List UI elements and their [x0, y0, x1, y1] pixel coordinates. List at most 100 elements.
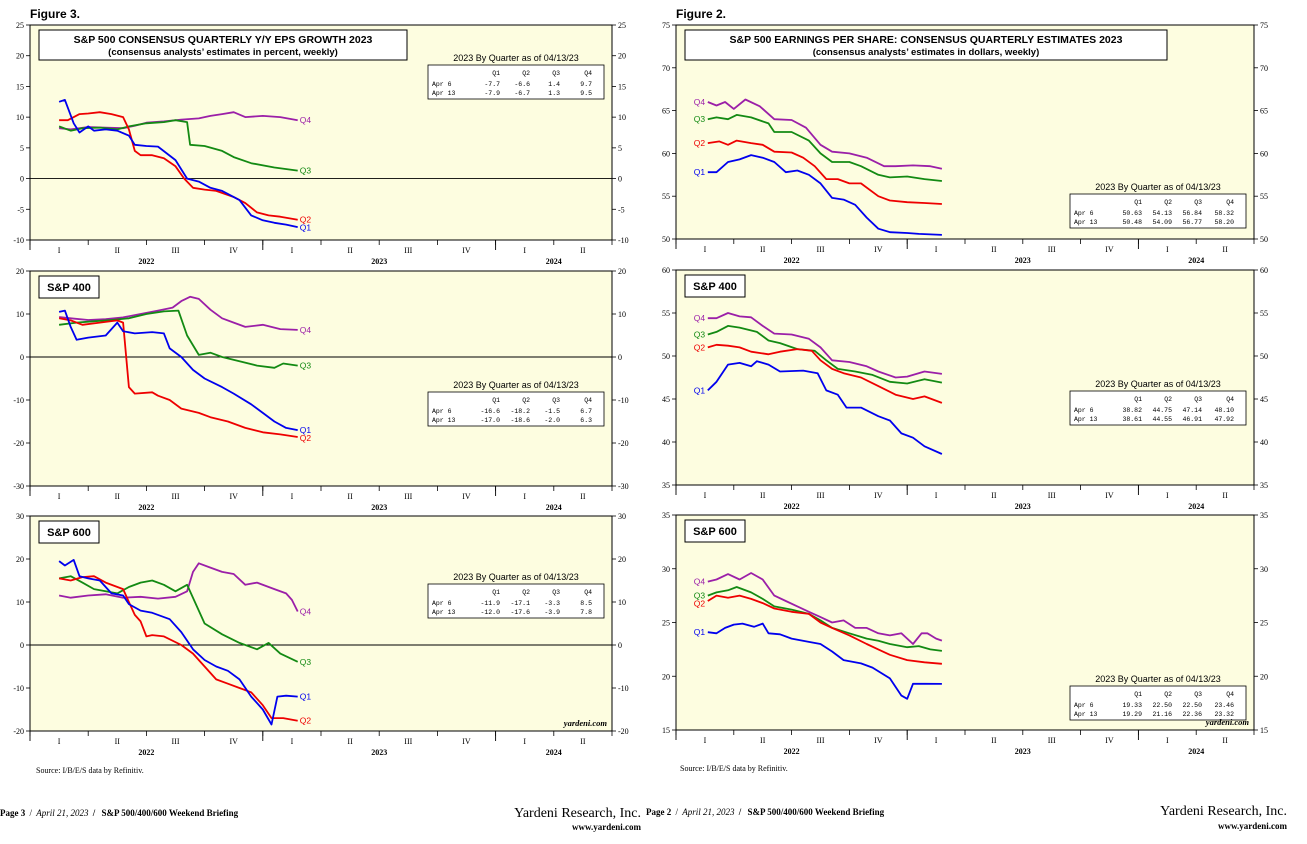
x-tick-label: IV — [462, 246, 471, 255]
x-tick-label: IV — [229, 737, 238, 746]
series-line-q1 — [58, 559, 298, 726]
x-tick-label: I — [935, 245, 938, 254]
series-label-q1: Q1 — [300, 425, 312, 435]
y-tick-label-right: 35 — [1260, 481, 1268, 490]
chart-title: S&P 600 — [47, 527, 91, 539]
y-tick-label-left: 10 — [16, 310, 24, 319]
year-label: 2022 — [784, 256, 800, 265]
footer-right-sep2: / — [738, 807, 742, 817]
table-cell: 1.3 — [548, 90, 560, 97]
y-tick-label-left: 35 — [662, 511, 670, 520]
x-tick-label: III — [404, 737, 412, 746]
x-tick-label: IV — [1105, 736, 1114, 745]
series-line-q1 — [707, 622, 942, 700]
y-tick-label-left: 25 — [662, 619, 670, 628]
table-row-label: Apr 13 — [1074, 219, 1098, 226]
y-tick-label-left: 70 — [662, 64, 670, 73]
x-tick-label: I — [1166, 736, 1169, 745]
table-col-header: Q1 — [492, 589, 500, 596]
y-tick-label-left: 60 — [662, 266, 670, 275]
footer-left-date: April 21, 2023 — [35, 808, 89, 818]
table-col-header: Q1 — [1134, 691, 1142, 698]
year-label: 2024 — [1188, 256, 1204, 265]
footer-right-briefing: Page 2 / April 21, 2023 / S&P 500/400/60… — [646, 807, 885, 817]
series-line-q3 — [58, 119, 298, 172]
x-tick-label: I — [704, 245, 707, 254]
table-row-label: Apr 13 — [432, 90, 456, 97]
y-tick-label-left: 50 — [662, 352, 670, 361]
footer-right-firm: Yardeni Research, Inc. — [1160, 804, 1287, 819]
table-col-header: Q4 — [1226, 691, 1234, 698]
x-tick-label: III — [172, 737, 180, 746]
series-line-q2 — [707, 343, 943, 404]
x-tick-label: I — [704, 736, 707, 745]
chart-title: S&P 500 CONSENSUS QUARTERLY Y/Y EPS GROW… — [74, 34, 373, 46]
year-label: 2024 — [1188, 502, 1204, 511]
x-tick-label: I — [935, 491, 938, 500]
y-tick-label-left: -10 — [13, 236, 24, 245]
y-tick-label-left: 20 — [16, 52, 24, 61]
footer-left-briefing: Page 3 / April 21, 2023 / S&P 500/400/60… — [0, 808, 239, 818]
table-row-label: Apr 6 — [1074, 702, 1094, 709]
x-tick-label: II — [580, 737, 586, 746]
year-label: 2024 — [546, 748, 562, 757]
x-tick-label: III — [404, 492, 412, 501]
x-tick-label: I — [935, 736, 938, 745]
source-note-left: Source: I/B/E/S data by Refinitiv. — [36, 766, 144, 775]
series-line-q4 — [707, 98, 943, 170]
y-tick-label-right: -10 — [618, 236, 629, 245]
series-label-q2: Q2 — [694, 138, 706, 148]
series-line-q1 — [58, 99, 298, 228]
series-label-q2: Q2 — [694, 342, 706, 352]
x-tick-label: II — [347, 246, 353, 255]
series-label-q2: Q2 — [300, 215, 312, 225]
y-tick-label-right: 50 — [1260, 352, 1268, 361]
series-line-q1 — [58, 309, 298, 431]
series-label-q2: Q2 — [300, 716, 312, 726]
y-tick-label-right: 45 — [1260, 395, 1268, 404]
table-cell: -17.0 — [480, 417, 500, 424]
table-cell: -16.6 — [480, 408, 500, 415]
y-tick-label-left: 35 — [662, 481, 670, 490]
x-tick-label: IV — [1105, 245, 1114, 254]
y-tick-label-left: 40 — [662, 438, 670, 447]
x-tick-label: I — [58, 246, 61, 255]
table-cell: 48.10 — [1214, 407, 1234, 414]
table-cell: 38.82 — [1122, 407, 1142, 414]
y-tick-label-right: 25 — [618, 21, 626, 30]
x-tick-label: III — [817, 491, 825, 500]
x-tick-label: II — [1222, 245, 1228, 254]
year-label: 2023 — [371, 748, 387, 757]
table-cell: 58.32 — [1214, 210, 1234, 217]
table-heading: 2023 By Quarter as of 04/13/23 — [1095, 182, 1221, 192]
table-cell: -17.1 — [510, 600, 530, 607]
footer-left-firm: Yardeni Research, Inc. — [514, 806, 641, 821]
table-cell: 1.4 — [548, 81, 560, 88]
table-row-label: Apr 13 — [432, 417, 456, 424]
y-tick-label-left: 30 — [662, 565, 670, 574]
series-line-q1 — [707, 360, 943, 455]
series-line-q2 — [59, 111, 298, 221]
plot-area — [675, 269, 1255, 486]
y-tick-label-left: 5 — [20, 144, 24, 153]
x-tick-label: I — [291, 737, 294, 746]
table-row-label: Apr 6 — [1074, 407, 1094, 414]
table-cell: -1.5 — [544, 408, 560, 415]
series-label-q4: Q4 — [300, 115, 312, 125]
series-line-q3 — [58, 575, 299, 663]
table-col-header: Q4 — [1226, 396, 1234, 403]
table-cell: -18.2 — [510, 408, 530, 415]
series-line-q3 — [707, 586, 943, 652]
y-tick-label-right: 10 — [618, 113, 626, 122]
table-cell: 47.14 — [1182, 407, 1202, 414]
table-col-header: Q2 — [522, 397, 530, 404]
table-heading: 2023 By Quarter as of 04/13/23 — [453, 380, 579, 390]
x-tick-label: III — [172, 246, 180, 255]
table-col-header: Q1 — [492, 397, 500, 404]
chart-title-box: S&P 500 EARNINGS PER SHARE: CONSENSUS QU… — [684, 29, 1168, 61]
table-cell: 56.84 — [1182, 210, 1202, 217]
y-tick-label-left: -10 — [13, 684, 24, 693]
table-cell: -12.0 — [480, 609, 500, 616]
y-tick-label-left: 10 — [16, 598, 24, 607]
